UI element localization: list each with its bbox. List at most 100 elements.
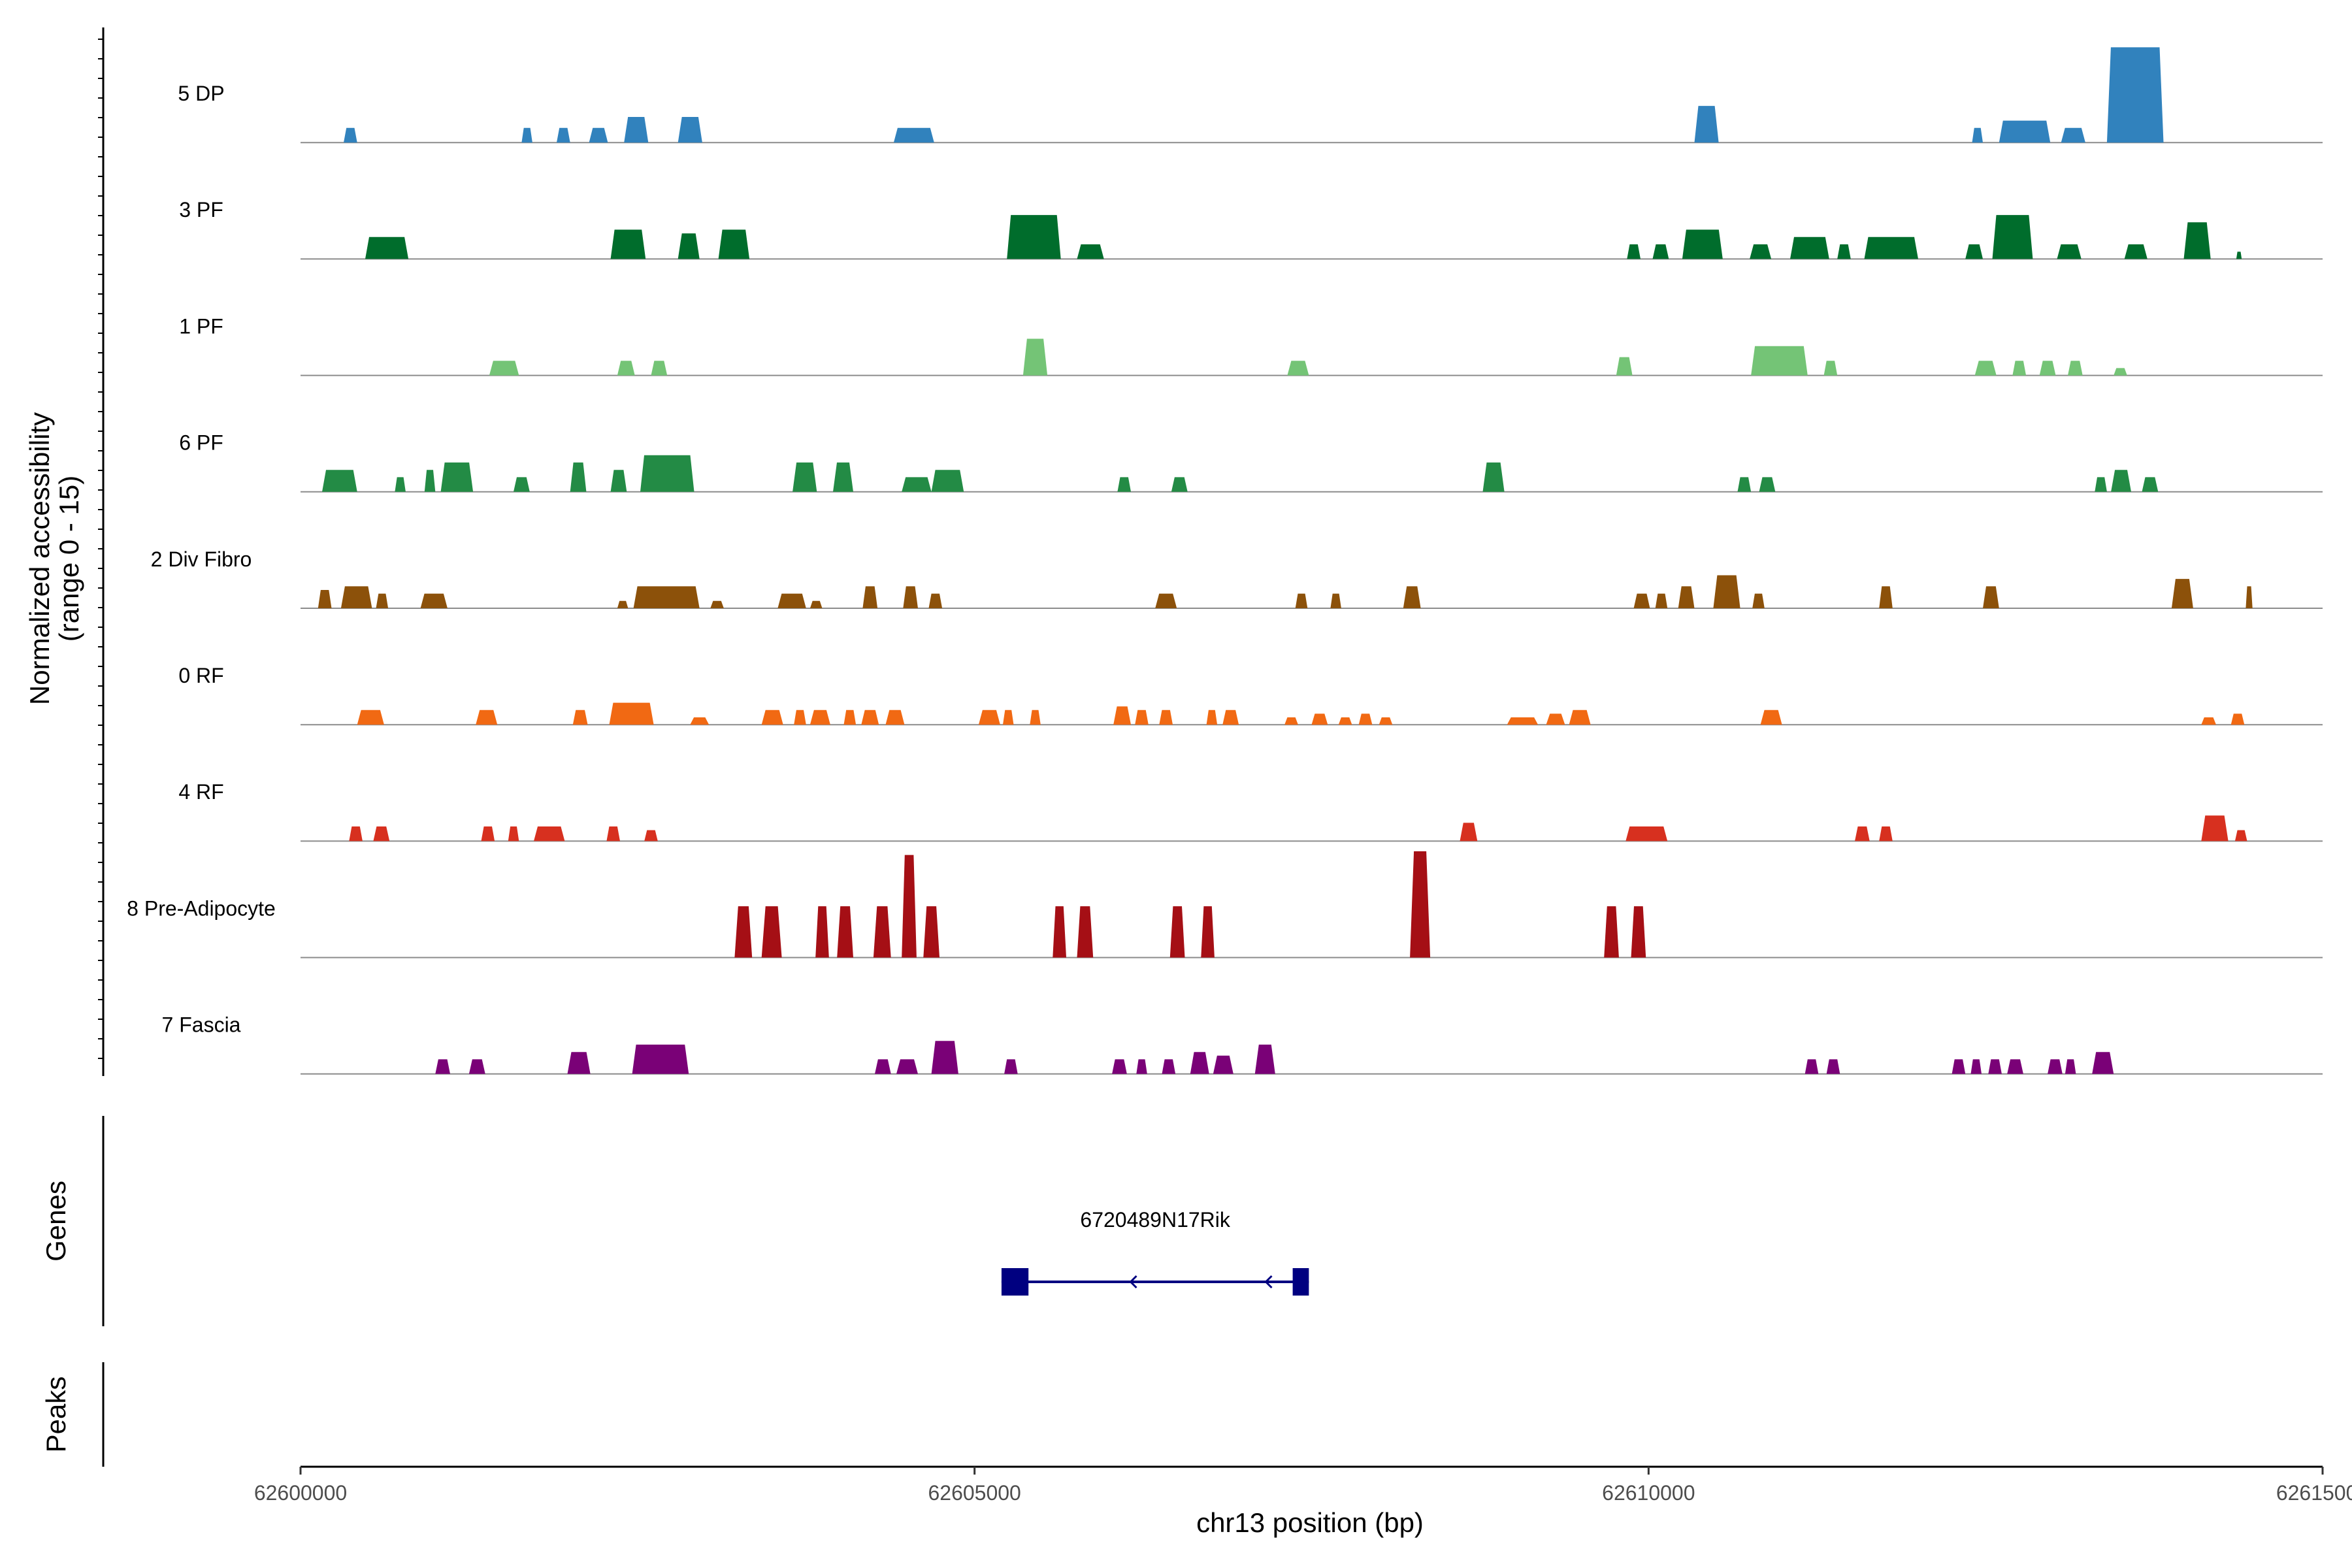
coverage-peak bbox=[1311, 713, 1328, 725]
coverage-peak bbox=[1972, 127, 1983, 143]
track-3-pf: 3 PF bbox=[179, 198, 2323, 260]
coverage-peak bbox=[833, 462, 853, 492]
coverage-peak bbox=[1965, 244, 1983, 259]
coverage-peak bbox=[1974, 361, 1997, 376]
coverage-peak bbox=[2007, 1059, 2023, 1074]
coverage-peak bbox=[1616, 357, 1633, 376]
coverage-peak bbox=[376, 593, 389, 608]
coverage-peak bbox=[903, 586, 918, 608]
coverage-peak bbox=[1631, 906, 1646, 958]
coverage-peak bbox=[1077, 244, 1104, 259]
coverage-peak bbox=[624, 117, 649, 143]
track-group: 5 DP 3 PF 1 PF 6 PF 2 Div Fibro 0 RF 4 RF 8 Pre… bbox=[127, 47, 2323, 1075]
coverage-peak bbox=[610, 229, 646, 259]
track-label: 2 Div Fibro bbox=[151, 547, 252, 571]
coverage-peak bbox=[1805, 1059, 1819, 1074]
track-label: 1 PF bbox=[179, 314, 223, 338]
strand-arrow bbox=[1264, 1275, 1273, 1289]
coverage-peak bbox=[1190, 1052, 1209, 1074]
peaks-track-label: Peaks bbox=[41, 1377, 71, 1453]
coverage-peak bbox=[1682, 229, 1723, 259]
coverage-peak bbox=[875, 1059, 891, 1074]
coverage-peak bbox=[2124, 244, 2148, 259]
coverage-peak bbox=[678, 117, 702, 143]
coverage-peak bbox=[1338, 717, 1352, 725]
coverage-peak bbox=[873, 906, 891, 958]
coverage-peak bbox=[2048, 1059, 2063, 1074]
coverage-peak bbox=[931, 1041, 958, 1074]
coverage-peak bbox=[1169, 906, 1185, 958]
coverage-peak bbox=[1823, 361, 1838, 376]
coverage-peak bbox=[365, 237, 409, 259]
coverage-peak bbox=[322, 470, 357, 492]
coverage-peak bbox=[1752, 593, 1765, 608]
coverage-peak bbox=[609, 702, 654, 725]
y-axis-ticks bbox=[98, 39, 103, 1059]
coverage-peak bbox=[893, 127, 934, 143]
track-2-div-fibro: 2 Div Fibro bbox=[151, 547, 2323, 609]
gene-track: 6720489N17Rik bbox=[1001, 1208, 1309, 1296]
coverage-peak bbox=[1460, 823, 1478, 841]
coverage-peak bbox=[2142, 477, 2159, 492]
coverage-peak bbox=[1694, 106, 1719, 143]
coverage-peak bbox=[710, 600, 724, 608]
coverage-peak bbox=[589, 127, 608, 143]
coverage-peak bbox=[1837, 244, 1851, 259]
coverage-peak bbox=[373, 826, 390, 841]
coverage-peak bbox=[1077, 906, 1094, 958]
coverage-peak bbox=[734, 906, 753, 958]
coverage-peak bbox=[1751, 346, 1808, 376]
coverage-peak bbox=[2068, 361, 2083, 376]
coverage-peak bbox=[809, 600, 823, 608]
coverage-peak bbox=[534, 826, 565, 841]
coverage-peak bbox=[633, 586, 700, 608]
coverage-peak bbox=[1507, 717, 1539, 725]
strand-arrow bbox=[1129, 1275, 1137, 1289]
coverage-peak bbox=[644, 830, 658, 841]
coverage-peak bbox=[862, 586, 878, 608]
coverage-peak bbox=[1135, 710, 1149, 725]
coverage-peak bbox=[896, 1059, 918, 1074]
coverage-peak bbox=[2114, 368, 2127, 376]
coverage-peak bbox=[792, 462, 817, 492]
track-4-rf: 4 RF bbox=[178, 780, 2323, 842]
coverage-peak bbox=[1113, 706, 1131, 725]
track-label: 7 Fascia bbox=[162, 1013, 241, 1037]
coverage-peak bbox=[521, 127, 532, 143]
coverage-peak bbox=[761, 906, 782, 958]
coverage-peak bbox=[1970, 1059, 1982, 1074]
genes-track-label: Genes bbox=[41, 1181, 71, 1262]
coverage-peak bbox=[1855, 826, 1870, 841]
y-axis-title: Normalized accessibility bbox=[24, 412, 55, 705]
coverage-peak bbox=[2111, 470, 2131, 492]
coverage-peak bbox=[718, 229, 750, 259]
coverage-peak bbox=[1759, 477, 1776, 492]
coverage-peak bbox=[617, 361, 635, 376]
x-tick-label: 62600000 bbox=[254, 1481, 347, 1505]
coverage-peak bbox=[349, 826, 363, 841]
coverage-peak bbox=[617, 600, 629, 608]
coverage-peak bbox=[843, 710, 857, 725]
coverage-peak bbox=[340, 586, 372, 608]
coverage-peak bbox=[1136, 1059, 1147, 1074]
coverage-peak bbox=[1737, 477, 1752, 492]
track-8-pre-adipocyte: 8 Pre-Adipocyte bbox=[127, 851, 2323, 958]
coverage-peak bbox=[344, 127, 357, 143]
coverage-peak bbox=[1213, 1055, 1233, 1074]
coverage-peak bbox=[514, 477, 530, 492]
coverage-peak bbox=[777, 593, 806, 608]
coverage-peak bbox=[2171, 579, 2193, 608]
coverage-peak bbox=[1053, 906, 1066, 958]
track-5-dp: 5 DP bbox=[178, 47, 2323, 144]
x-tick-label: 62605000 bbox=[928, 1481, 1021, 1505]
coverage-peak bbox=[1155, 593, 1177, 608]
coverage-peak bbox=[508, 826, 519, 841]
track-label: 5 DP bbox=[178, 82, 224, 105]
coverage-peak bbox=[1627, 244, 1641, 259]
coverage-peak bbox=[420, 593, 448, 608]
coverage-peak bbox=[1760, 710, 1782, 725]
coverage-peak bbox=[1030, 710, 1041, 725]
coverage-peak bbox=[837, 906, 853, 958]
coverage-peak bbox=[440, 462, 474, 492]
